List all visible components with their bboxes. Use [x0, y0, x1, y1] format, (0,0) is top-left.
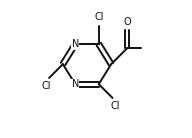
- Text: Cl: Cl: [111, 101, 120, 111]
- Text: O: O: [123, 17, 131, 27]
- Text: Cl: Cl: [42, 81, 51, 91]
- Text: N: N: [72, 79, 79, 89]
- Text: N: N: [72, 39, 79, 49]
- Text: Cl: Cl: [94, 12, 103, 22]
